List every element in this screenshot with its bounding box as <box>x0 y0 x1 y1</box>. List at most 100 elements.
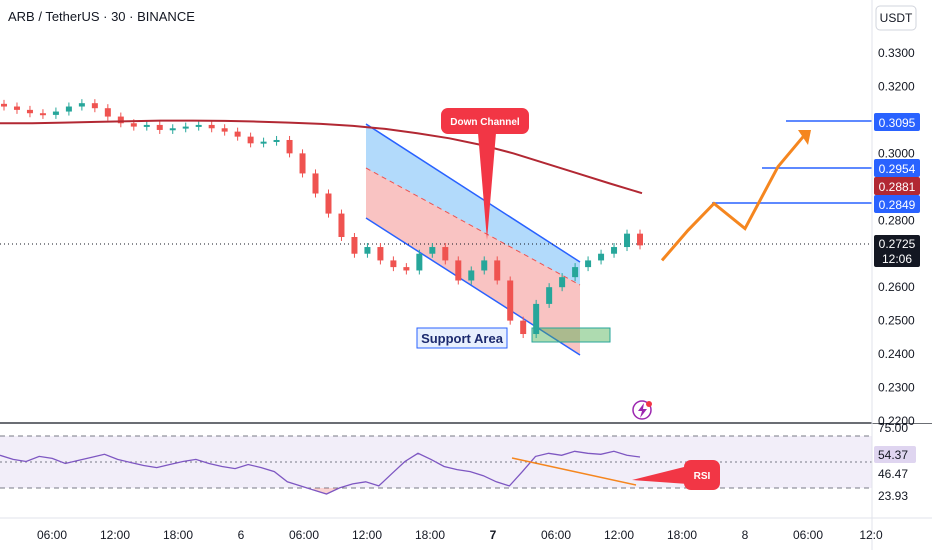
rsi-tick-mid: 46.47 <box>878 467 908 481</box>
svg-text:0.3095: 0.3095 <box>879 116 916 130</box>
time-axis-label: 12:00 <box>604 528 634 542</box>
candle-body <box>52 111 59 115</box>
time-axis-label: 06:00 <box>541 528 571 542</box>
candle-body <box>13 106 20 110</box>
price-tick-label: 0.3200 <box>878 79 915 93</box>
candle-body <box>104 108 111 117</box>
svg-text:0.2881: 0.2881 <box>879 180 916 194</box>
down-channel-note-box <box>441 108 529 134</box>
down-channel-note-text: Down Channel <box>450 117 520 128</box>
candle-body <box>520 320 527 335</box>
time-axis[interactable]: 06:00 12:00 18:00 6 06:00 12:00 18:00 7 06:00 12:… <box>37 528 883 542</box>
time-axis-label: 12:00 <box>100 528 130 542</box>
candle-body <box>598 253 605 261</box>
time-axis-label: 18:00 <box>667 528 697 542</box>
candle-body <box>624 233 631 248</box>
down-channel-bottom-line[interactable] <box>365 217 581 356</box>
rsi-tick-low: 23.93 <box>878 489 908 503</box>
rsi-note-text: RSI <box>694 471 711 482</box>
down-channel-note-pointer <box>478 133 496 240</box>
price-tick-label: 0.2200 <box>878 414 915 428</box>
badge-target-3: 0.3095 <box>874 113 920 131</box>
currency-button[interactable]: USDT <box>875 5 917 31</box>
badge-moving-average: 0.2881 <box>874 177 920 195</box>
candle-body <box>559 277 566 288</box>
projection-path[interactable] <box>660 132 808 262</box>
candle-body <box>26 109 33 114</box>
price-axis-ticks: 0.33000.32000.31000.30000.28000.26000.25… <box>878 46 915 428</box>
candle-body <box>117 116 124 124</box>
down-channel-top-line[interactable] <box>365 123 581 263</box>
candle-body <box>377 247 384 261</box>
support-area-label: Support Area <box>421 331 504 346</box>
price-tick-label: 0.3000 <box>878 146 915 160</box>
candle-body <box>234 131 241 137</box>
rsi-line[interactable] <box>0 450 641 495</box>
svg-text:0.2954: 0.2954 <box>879 162 916 176</box>
projection-arrow-head <box>798 130 811 145</box>
candle-body <box>91 103 98 109</box>
candle-body <box>260 141 267 144</box>
support-area-label-box[interactable] <box>416 327 508 349</box>
support-area-box[interactable] <box>531 327 611 343</box>
candle-body <box>403 267 410 271</box>
time-axis-label: 8 <box>742 528 749 542</box>
candle-body <box>195 124 202 127</box>
candle-body <box>1 103 7 107</box>
candle-body <box>416 253 423 271</box>
candle-body <box>507 280 514 321</box>
down-channel-upper-half <box>366 124 580 285</box>
candle-body <box>611 247 618 254</box>
time-axis-label: 18:00 <box>163 528 193 542</box>
price-tick-label: 0.2300 <box>878 381 915 395</box>
svg-text:0.2725: 0.2725 <box>879 237 916 251</box>
candle-body <box>169 128 176 131</box>
moving-average-line[interactable] <box>0 119 643 195</box>
candle-body <box>442 247 449 261</box>
price-tick-label: 0.2800 <box>878 213 915 227</box>
down-channel-lower-half <box>366 168 580 355</box>
price-tick-label: 0.2400 <box>878 347 915 361</box>
symbol-title[interactable]: ARB / TetherUS · 30 · BINANCE <box>8 9 195 24</box>
candle-body <box>572 267 579 278</box>
candle-body <box>143 124 150 127</box>
badge-target-2: 0.2954 <box>874 159 920 177</box>
down-channel-callout[interactable]: Down Channel <box>441 108 529 240</box>
price-tick-label: 0.3300 <box>878 46 915 60</box>
lightning-icon[interactable] <box>632 400 652 420</box>
candle-body <box>208 124 215 129</box>
candle-body <box>156 124 163 130</box>
rsi-callout[interactable]: RSI <box>632 460 720 490</box>
time-axis-label: 12:00 <box>352 528 382 542</box>
down-channel-mid-line[interactable] <box>365 167 581 286</box>
time-axis-label: 06:00 <box>289 528 319 542</box>
candle-body <box>39 113 46 116</box>
badge-rsi-current: 54.37 <box>874 446 916 463</box>
rsi-note-box <box>684 460 720 490</box>
badge-last-price: 0.2725 12:06 <box>874 235 920 267</box>
time-axis-label: 7 <box>490 528 497 542</box>
candle-body <box>390 260 397 268</box>
candle-body <box>585 260 592 268</box>
candle-body <box>247 136 254 144</box>
candle-body <box>533 303 540 335</box>
candle-body <box>299 153 306 174</box>
candle-body <box>637 233 643 246</box>
svg-text:USDT: USDT <box>880 11 913 25</box>
candle-body <box>221 128 228 132</box>
candle-body <box>286 139 293 154</box>
candle-body <box>312 173 319 194</box>
price-tick-label: 0.2600 <box>878 280 915 294</box>
candles-layer <box>1 99 643 339</box>
candle-body <box>325 193 332 214</box>
time-axis-label: 06:00 <box>793 528 823 542</box>
candle-body <box>468 270 475 281</box>
time-axis-label: 18:00 <box>415 528 445 542</box>
candle-body <box>429 247 436 254</box>
svg-text:0.2849: 0.2849 <box>879 198 916 212</box>
candle-body <box>182 126 189 129</box>
candle-body <box>351 237 358 254</box>
rsi-divergence-line[interactable] <box>511 457 637 486</box>
time-axis-label: 6 <box>238 528 245 542</box>
